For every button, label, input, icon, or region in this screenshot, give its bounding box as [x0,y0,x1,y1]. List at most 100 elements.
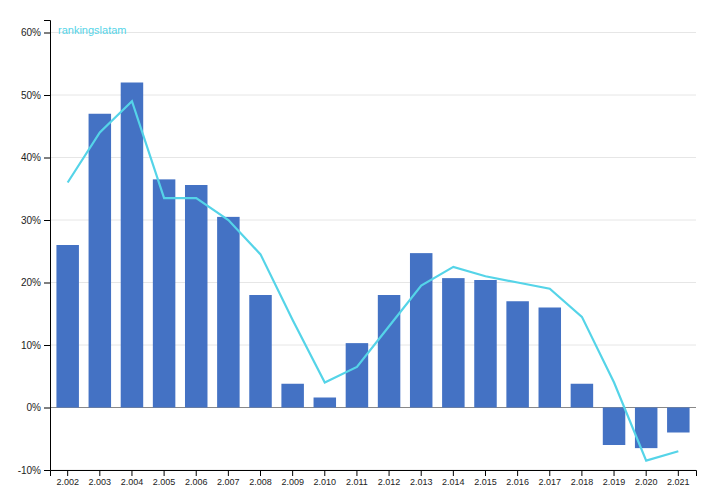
bar [249,295,271,408]
x-tick: 2.005 [153,470,176,487]
y-tick: 30% [21,215,50,226]
x-tick-label: 2.016 [506,477,529,487]
x-tick-label: 2.004 [121,477,144,487]
x-tick-label: 2.020 [635,477,658,487]
x-tick: 2.011 [346,470,368,487]
x-tick-mark [614,470,615,476]
x-tick: 2.004 [121,470,144,487]
y-tick: 50% [21,90,50,101]
y-tick-label: 30% [21,215,41,226]
y-tick-label: 60% [21,27,41,38]
x-tick-mark [324,470,325,476]
x-tick-mark [67,470,68,476]
x-tick-mark [164,470,165,476]
y-tick-label: 10% [21,340,41,351]
chart: 2.002 2.003 2.004 2.005 2.006 2.007 2.008 2.009… [0,0,711,500]
x-tick-mark [292,470,293,476]
x-tick-mark [228,470,229,476]
x-tick-label: 2.021 [667,477,690,487]
x-tick: 2.010 [314,470,337,487]
y-tick-mark [44,220,50,221]
x-tick-label: 2.008 [249,477,272,487]
x-tick-label: 2.017 [539,477,562,487]
x-tick: 2.014 [442,470,465,487]
bar [539,308,561,408]
x-tick-label: 2.009 [281,477,304,487]
x-tick: 2.015 [474,470,497,487]
y-tick: 20% [21,277,50,288]
x-tick-label: 2.007 [217,477,240,487]
x-tick-label: 2.018 [571,477,594,487]
x-tick-label: 2.013 [410,477,433,487]
x-tick: 2.013 [410,470,433,487]
annotation: rankingslatam [58,24,126,36]
y-tick-mark [44,408,50,409]
x-tick-mark [678,470,679,476]
x-tick-mark [99,470,100,476]
x-tick-mark [421,470,422,476]
grid-line [50,95,696,96]
bar [603,408,625,446]
x-tick-mark [549,470,550,476]
x-axis: 2.002 2.003 2.004 2.005 2.006 2.007 2.008 2.009… [51,470,697,487]
x-tick: 2.008 [249,470,272,487]
y-tick-label: 0% [27,402,42,413]
y-tick-label: 20% [21,277,41,288]
y-tick-mark [44,95,50,96]
y-tick-mark [44,283,50,284]
grid [50,33,696,471]
x-tick-mark [581,470,582,476]
x-tick: 2.007 [217,470,240,487]
x-tick: 2.012 [378,470,401,487]
x-tick-mark [453,470,454,476]
bar [346,343,368,407]
bar [56,245,78,408]
x-tick-label: 2.014 [442,477,465,487]
bar [474,280,496,408]
bar [281,384,303,408]
y-tick-label: 40% [21,152,41,163]
bar-series [56,83,689,449]
y-tick-mark [44,470,50,471]
x-tick-label: 2.003 [89,477,112,487]
grid-line [50,220,696,221]
grid-line [50,32,696,33]
x-tick: 2.019 [603,470,626,487]
x-tick-label: 2.010 [314,477,337,487]
y-tick-mark [44,158,50,159]
x-tick-mark [131,470,132,476]
bar [571,384,593,408]
x-tick-mark [389,470,390,476]
y-tick: 0% [27,402,50,413]
bar [667,408,689,433]
y-tick-label: -10% [18,465,41,476]
x-tick-label: 2.002 [56,477,79,487]
y-tick-mark [44,33,50,34]
grid-line [50,407,696,408]
x-axis-line [51,471,697,477]
x-tick: 2.003 [89,470,112,487]
x-tick: 2.017 [539,470,562,487]
x-tick-mark [517,470,518,476]
y-axis-line [44,21,51,471]
x-tick-label: 2.011 [346,477,368,487]
x-tick-mark [196,470,197,476]
x-tick: 2.021 [667,470,690,487]
bar [185,185,207,408]
y-tick: 40% [21,152,50,163]
x-tick-mark [646,470,647,476]
x-tick-mark [485,470,486,476]
y-tick-label: 50% [21,90,41,101]
bar [410,253,432,407]
x-tick-mark [260,470,261,476]
x-tick-label: 2.015 [474,477,497,487]
bar [506,301,528,407]
y-axis: -10% 0% 10% 20% 30% 40% 50% 60% [18,21,51,476]
y-tick: 60% [21,27,50,38]
grid-line [50,157,696,158]
bar [89,114,111,408]
x-tick-label: 2.006 [185,477,208,487]
x-tick-mark [356,470,357,476]
y-tick-mark [44,345,50,346]
x-tick: 2.006 [185,470,208,487]
